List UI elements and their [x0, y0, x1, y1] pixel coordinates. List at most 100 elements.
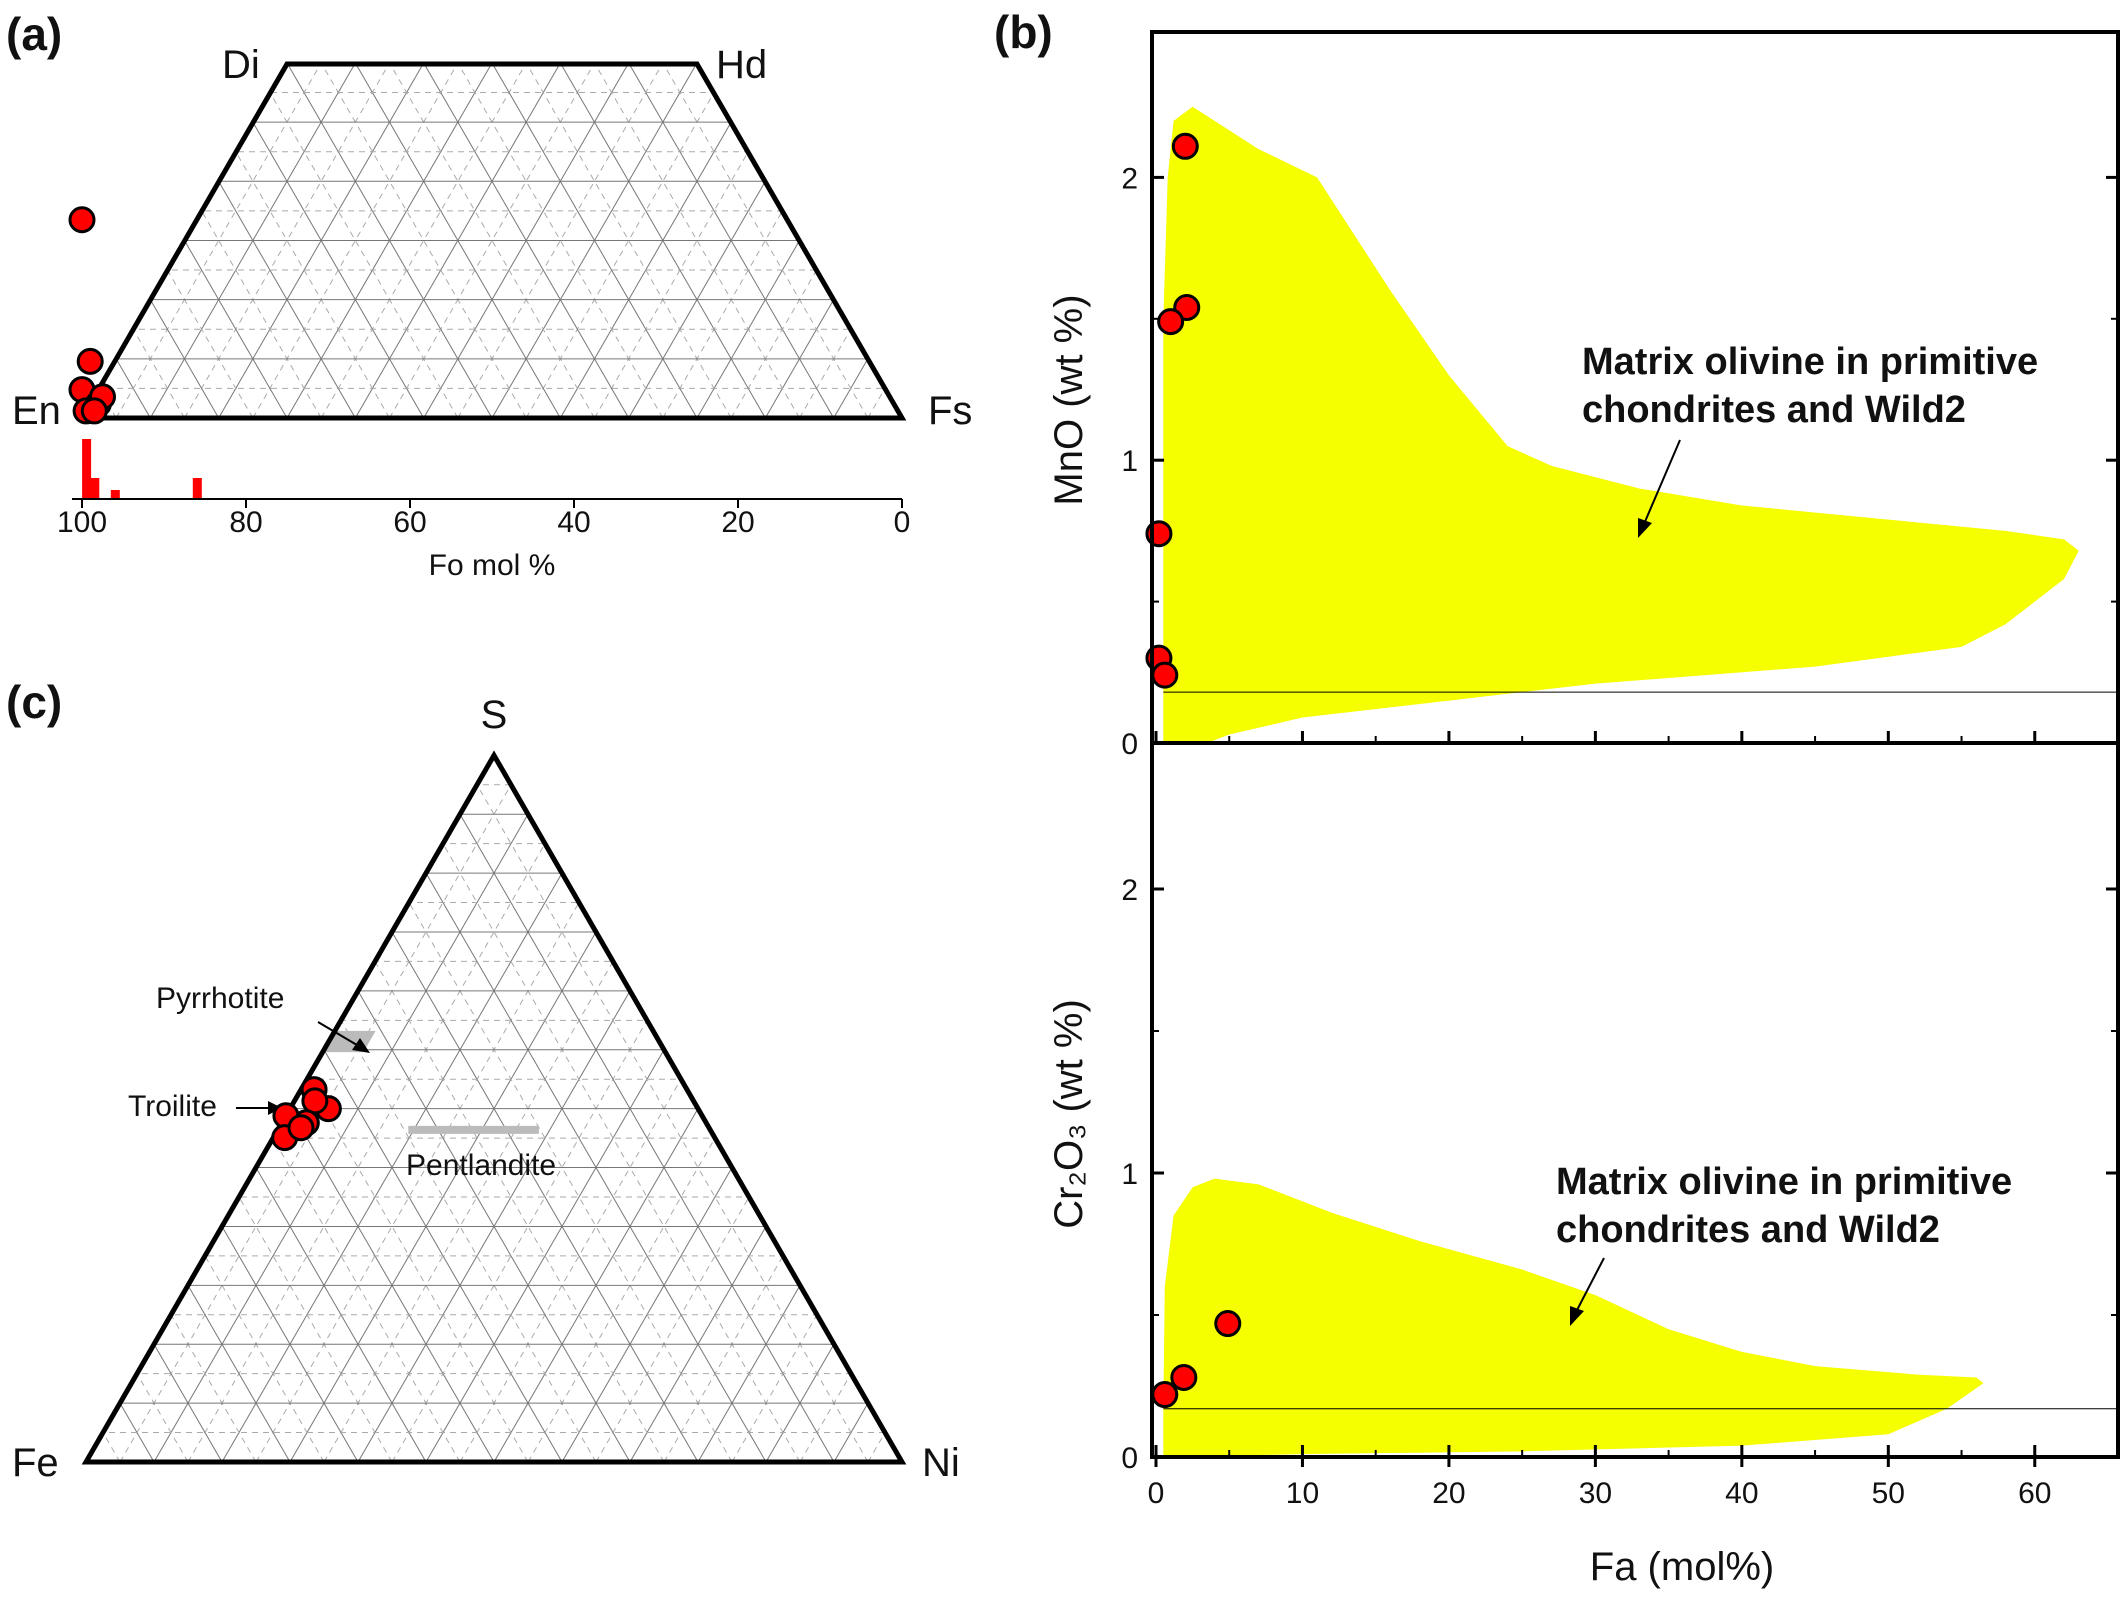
grid-line	[2075, 24, 2128, 418]
grid-line	[86, 755, 468, 1462]
grid-line	[86, 755, 359, 1462]
grid-line	[86, 755, 291, 1462]
plot-cr2o3-vs-fa: 0 1 2 0 10 20 30 40 50 60 Matrix olivine in prim…	[1047, 874, 2118, 1589]
grid-line	[1684, 685, 2128, 1462]
histogram-bar	[192, 478, 202, 499]
tick-label: 40	[1725, 1477, 1758, 1510]
grid-line	[605, 64, 835, 418]
data-point	[1157, 308, 1185, 336]
grid-line	[286, 64, 515, 418]
grid-line	[86, 755, 196, 1462]
tick-label: 0	[1121, 728, 1138, 761]
grid-line	[391, 755, 842, 1462]
panel-a-label: (a)	[6, 8, 62, 60]
tick-label: 2	[1121, 162, 1138, 195]
grid-line	[86, 755, 87, 1462]
cr2o3-x-ticks: 0 10 20 30 40 50 60	[1148, 1445, 2051, 1510]
grid-line	[218, 64, 447, 418]
grid-line	[282, 755, 733, 1462]
grid-line	[0, 24, 36, 418]
histogram-bar	[90, 478, 100, 499]
grid-line	[2041, 24, 2128, 418]
tick-label: 80	[229, 506, 262, 539]
grid-line	[459, 755, 902, 1462]
panel-a-fo-histogram	[82, 439, 202, 499]
grid-line	[0, 24, 48, 418]
tick-label: 10	[1286, 1477, 1319, 1510]
grid-line	[901, 64, 902, 418]
grid-line	[332, 64, 561, 418]
grid-line	[316, 755, 767, 1462]
grid-line	[86, 755, 325, 1462]
grid-line	[491, 64, 720, 418]
grid-line	[0, 24, 14, 418]
mno-y-axis-label: MnO (wt %)	[1047, 294, 1091, 505]
vertex-label-en: En	[12, 389, 61, 433]
grid-line	[86, 755, 298, 1462]
grid-line	[503, 64, 732, 418]
grid-line	[1718, 685, 2128, 1462]
grid-line	[400, 64, 630, 418]
grid-line	[0, 685, 59, 1462]
grid-line	[86, 755, 155, 1462]
vertex-label-fe: Fe	[12, 1441, 59, 1485]
grid-line	[0, 24, 70, 418]
grid-line	[724, 755, 902, 1462]
cr2o3-annotation-line2: chondrites and Wild2	[1556, 1209, 1940, 1251]
mno-annotation-line2: chondrites and Wild2	[1582, 389, 1966, 431]
grid-line	[457, 64, 686, 418]
grid-line	[0, 685, 25, 1462]
tick-label: 0	[1148, 1477, 1165, 1510]
grid-line	[493, 755, 902, 1462]
plot-mno-vs-fa: 0 1 2 Matrix olivine in primitive chondrit…	[1047, 106, 2118, 761]
tick-label: 60	[2018, 1477, 2051, 1510]
mno-annotation-arrow	[1643, 439, 1681, 525]
grid-line	[86, 755, 495, 1462]
pyrrhotite-label: Pyrrhotite	[156, 982, 284, 1015]
tick-label: 1	[1121, 1158, 1138, 1191]
grid-line	[639, 64, 869, 418]
grid-line	[425, 755, 876, 1462]
cr2o3-plot-frame	[1150, 741, 2120, 1459]
grid-line	[86, 755, 529, 1462]
cr2o3-annotation-arrow	[1575, 1257, 1605, 1313]
cr2o3-points	[1151, 1310, 1242, 1409]
grid-line	[758, 755, 902, 1462]
vertex-label-s: S	[481, 693, 508, 737]
tick-label: 30	[1579, 1477, 1612, 1510]
grid-line	[0, 685, 18, 1462]
grid-line	[115, 64, 345, 418]
grid-line	[527, 755, 902, 1462]
mno-annotation-line1: Matrix olivine in primitive	[1582, 341, 2038, 383]
grid-line	[86, 755, 393, 1462]
fa-x-axis-label: Fa (mol%)	[1590, 1545, 1774, 1589]
troilite-label: Troilite	[128, 1090, 217, 1123]
grid-line	[384, 755, 835, 1462]
grid-line	[298, 64, 527, 418]
grid-line	[323, 755, 774, 1462]
grid-line	[86, 755, 461, 1462]
grid-line	[289, 755, 740, 1462]
panel-a-quadrilateral-outline	[77, 61, 907, 421]
grid-line	[252, 64, 481, 418]
grid-line	[354, 64, 584, 418]
tick-label: 1	[1121, 445, 1138, 478]
mno-annotation-arrowhead	[1638, 518, 1652, 538]
grid-line	[248, 755, 699, 1462]
grid-line	[86, 755, 502, 1462]
data-point	[68, 206, 96, 234]
grid-line	[588, 755, 902, 1462]
mno-matrix-olivine-field	[1163, 106, 2079, 743]
tick-label: 60	[393, 506, 426, 539]
grid-line	[469, 64, 698, 418]
panel-b-olivine-plots: (b) 0 1 2 Matrix olivine in primitive chon…	[994, 6, 2120, 1589]
grid-line	[86, 755, 264, 1462]
data-point	[1214, 1310, 1242, 1338]
grid-line	[914, 24, 1141, 418]
grid-line	[731, 755, 902, 1462]
data-point	[76, 347, 104, 375]
grid-line	[86, 755, 94, 1462]
cr2o3-annotation-line1: Matrix olivine in primitive	[1556, 1161, 2012, 1203]
mno-y-ticks: 0 1 2	[1121, 162, 2118, 761]
